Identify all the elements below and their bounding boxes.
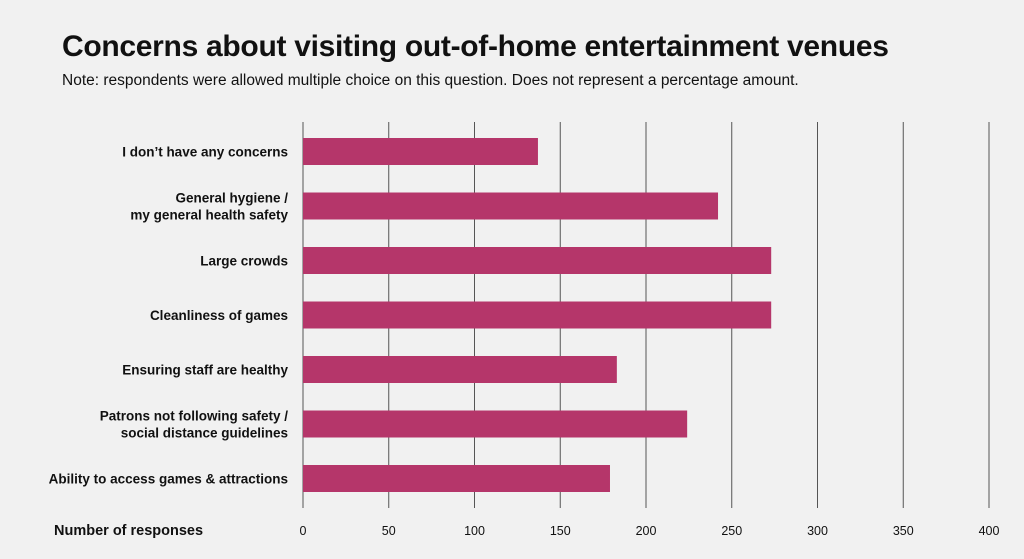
category-label-1-0: General hygiene / [175,191,288,206]
x-axis-title: Number of responses [54,523,203,539]
chart-subtitle: Note: respondents were allowed multiple … [62,72,799,89]
x-tick-label-250: 250 [721,524,742,538]
bar-6 [303,465,610,492]
category-label-0-0: I don’t have any concerns [122,145,288,160]
bar-2 [303,247,772,274]
x-tick-label-0: 0 [300,524,307,538]
category-label-6-0: Ability to access games & attractions [49,472,288,487]
x-tick-label-50: 50 [382,524,396,538]
x-tick-label-400: 400 [979,524,1000,538]
x-tick-label-200: 200 [636,524,657,538]
x-tick-label-350: 350 [893,524,914,538]
x-tick-label-100: 100 [464,524,485,538]
category-label-3-0: Cleanliness of games [150,308,288,323]
category-label-2-0: Large crowds [200,254,288,269]
bar-0 [303,138,538,165]
category-label-5-1: social distance guidelines [121,426,288,441]
bar-5 [303,410,688,438]
category-label-1-1: my general health safety [130,208,288,223]
x-tick-label-150: 150 [550,524,571,538]
chart-title: Concerns about visiting out-of-home ente… [62,30,889,63]
bar-3 [303,301,772,329]
x-tick-label-300: 300 [807,524,828,538]
bar-1 [303,192,719,220]
bar-4 [303,356,617,383]
category-label-5-0: Patrons not following safety / [100,409,289,424]
category-label-4-0: Ensuring staff are healthy [122,363,288,378]
